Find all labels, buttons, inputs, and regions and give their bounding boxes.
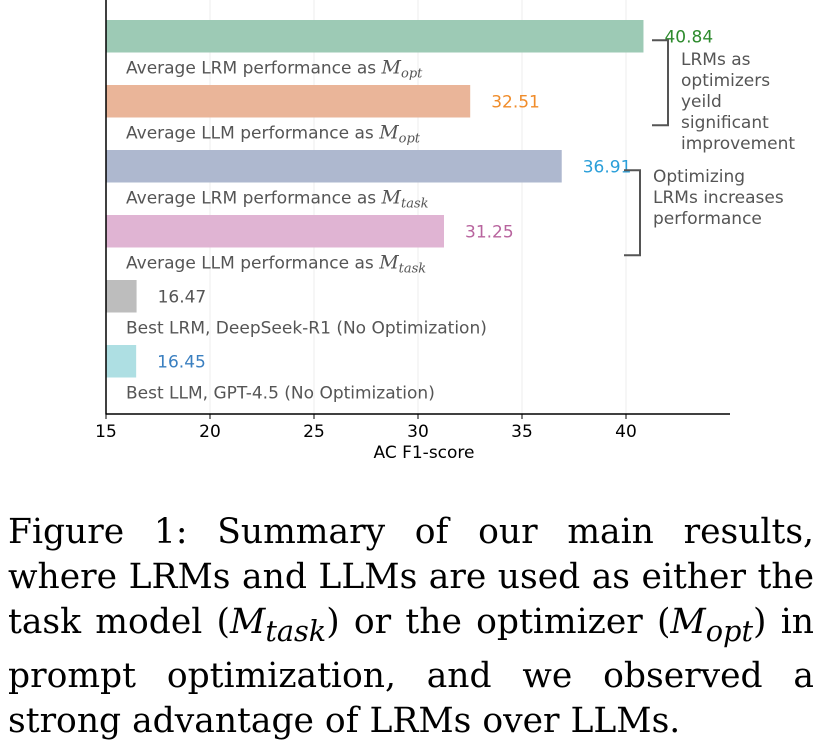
bar-category-label: Best LRM, DeepSeek-R1 (No Optimization) <box>126 319 487 339</box>
bar-value-label: 36.91 <box>583 157 632 177</box>
caption-math-subscript-1: task <box>265 613 327 648</box>
bar-value-label: 32.51 <box>491 92 540 112</box>
x-tick-label: 15 <box>95 422 117 442</box>
annotation-bracket <box>624 169 641 257</box>
caption-math-symbol-1: M <box>230 602 266 642</box>
bar-category-label: Average LRM performance as Mtask <box>126 187 429 212</box>
annotation-text: significant <box>681 113 769 133</box>
bar-category-label: Best LLM, GPT-4.5 (No Optimization) <box>126 384 435 404</box>
x-tick-label: 20 <box>199 422 221 442</box>
caption-math-symbol-2: M <box>670 602 706 642</box>
bar <box>106 150 562 183</box>
annotation-text: improvement <box>681 134 795 154</box>
annotation-text: Optimizing <box>653 167 745 187</box>
bar-category-label: Average LRM performance as Mopt <box>126 57 423 82</box>
caption-tail: ) in prompt optimization, and we observe… <box>8 602 814 741</box>
annotation-text: performance <box>653 209 762 229</box>
caption-mid: ) or the optimizer ( <box>326 602 671 642</box>
annotation-text: yeild <box>681 92 722 112</box>
x-tick-label: 35 <box>511 422 533 442</box>
bar-value-label: 16.47 <box>158 287 207 307</box>
annotation-text: LRMs increases <box>653 188 784 208</box>
bar-value-label: 31.25 <box>465 222 514 242</box>
x-tick-label: 25 <box>303 422 325 442</box>
x-tick-label: 30 <box>407 422 429 442</box>
bar <box>106 20 644 53</box>
bar-value-label: 16.45 <box>157 352 206 372</box>
bar-category-label: Average LLM performance as Mopt <box>126 122 421 147</box>
x-tick-label: 40 <box>615 422 637 442</box>
annotation-text: optimizers <box>681 71 770 91</box>
bar <box>106 345 137 378</box>
x-axis-label: AC F1-score <box>373 443 474 463</box>
figure-caption: Figure 1: Summary of our main results, w… <box>8 510 814 744</box>
bar-value-label: 40.84 <box>664 27 713 47</box>
annotation-bracket <box>652 39 669 127</box>
bar-chart: 40.84 Average LRM performance as Mopt 32.5… <box>95 0 795 463</box>
caption-math-subscript-2: opt <box>705 613 754 648</box>
annotation-text: LRMs as <box>681 50 751 70</box>
bar <box>106 215 444 248</box>
bar <box>106 280 137 313</box>
caption-lead: Figure 1: Summary of our main results, w… <box>8 512 814 642</box>
bar <box>106 85 471 118</box>
bar-category-label: Average LLM performance as Mtask <box>126 252 426 277</box>
